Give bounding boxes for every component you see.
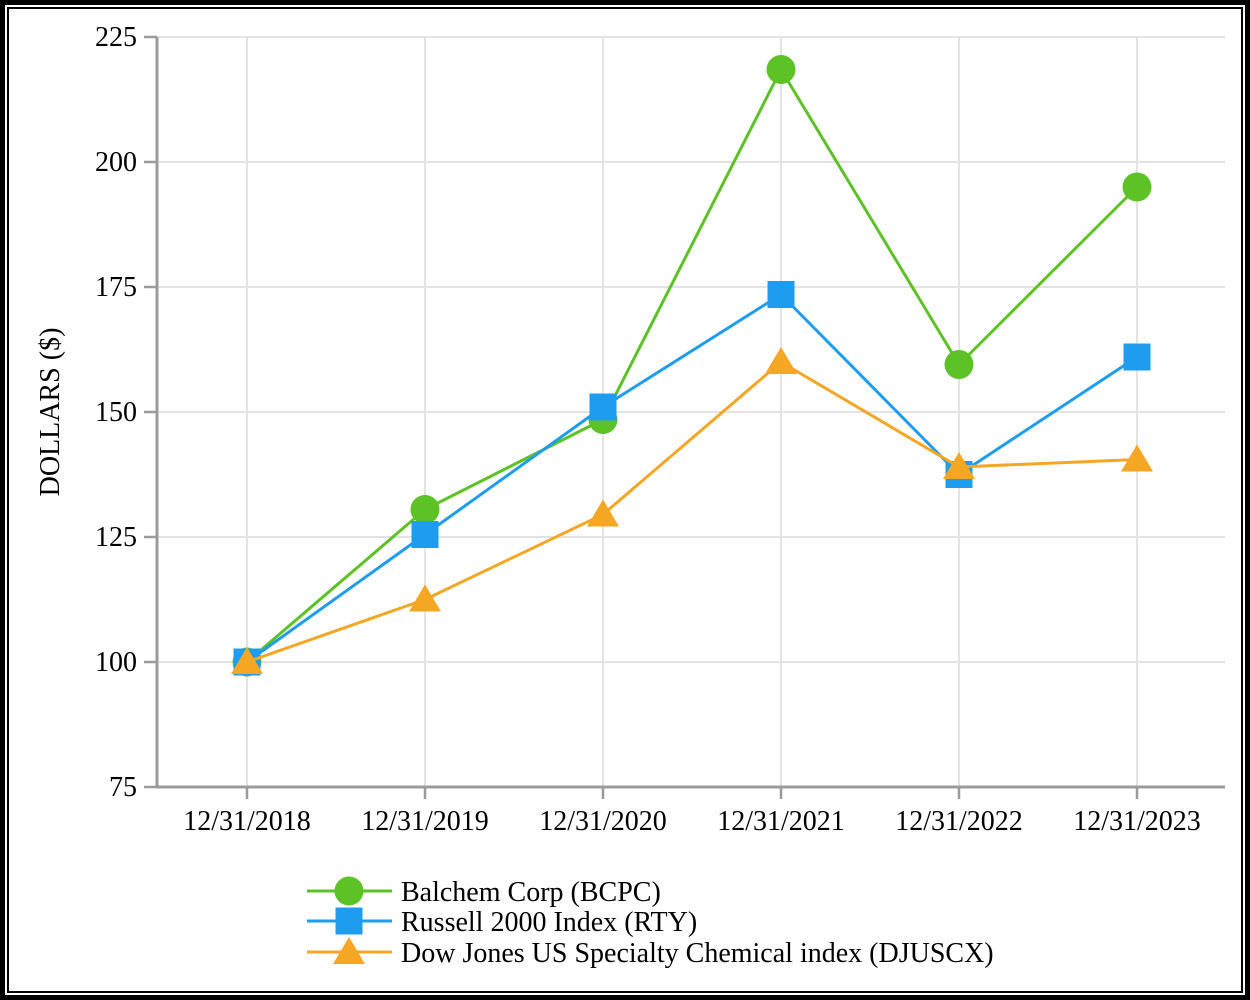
y-tick-label: 100 <box>95 647 137 678</box>
page-border: 75 100 125 150 175 200 225 12/31/2018 12/31/201… <box>7 7 1243 993</box>
circle-marker <box>334 876 364 906</box>
circle-marker <box>410 495 440 524</box>
x-tick-label: 12/31/2018 <box>183 806 311 837</box>
square-marker <box>767 281 795 308</box>
triangle-marker <box>587 499 619 527</box>
y-tick-label: 175 <box>95 272 137 303</box>
square-marker <box>589 393 617 421</box>
legend-label: Balchem Corp (BCPC) <box>401 877 661 908</box>
circle-marker <box>944 350 974 379</box>
x-tick-label: 12/31/2021 <box>717 806 845 837</box>
legend-label: Russell 2000 Index (RTY) <box>401 907 697 938</box>
legend-item: Dow Jones US Specialty Chemical index (D… <box>307 937 994 969</box>
series-line <box>246 293 1138 664</box>
y-tick-label: 125 <box>95 522 137 553</box>
legend-item: Balchem Corp (BCPC) <box>307 876 661 908</box>
x-tick-label: 12/31/2022 <box>895 806 1023 837</box>
x-tick-label: 12/31/2020 <box>539 806 667 837</box>
series-circle <box>232 55 1152 677</box>
y-axis-title: DOLLARS ($) <box>35 328 66 497</box>
y-tick-label: 150 <box>95 397 137 428</box>
data-series <box>231 55 1153 677</box>
circle-marker <box>766 55 796 84</box>
x-axis-tick-labels: 12/31/2018 12/31/2019 12/31/2020 12/31/2021… <box>183 806 1201 837</box>
square-marker <box>335 907 363 935</box>
y-tick-label: 75 <box>109 772 137 803</box>
triangle-marker <box>231 647 263 674</box>
series-line <box>246 360 1138 664</box>
axes <box>144 35 1225 799</box>
x-tick-label: 12/31/2019 <box>361 806 489 837</box>
square-marker <box>1123 343 1151 371</box>
triangle-marker <box>333 937 365 964</box>
series-line <box>246 68 1139 664</box>
legend-item: Russell 2000 Index (RTY) <box>307 907 697 938</box>
triangle-marker <box>765 347 797 374</box>
triangle-marker <box>409 584 441 612</box>
y-tick-label: 225 <box>95 22 137 53</box>
y-axis-tick-labels: 75 100 125 150 175 200 225 <box>95 22 137 803</box>
x-tick-label: 12/31/2023 <box>1073 806 1201 837</box>
square-marker <box>411 521 439 548</box>
gridlines <box>157 36 1225 787</box>
circle-marker <box>1122 172 1152 202</box>
y-tick-label: 200 <box>95 147 137 178</box>
legend: Balchem Corp (BCPC)Russell 2000 Index (R… <box>307 876 994 969</box>
triangle-marker <box>943 452 975 479</box>
triangle-marker <box>1121 444 1153 472</box>
series-triangle <box>231 347 1153 674</box>
series-square <box>233 281 1151 676</box>
legend-label: Dow Jones US Specialty Chemical index (D… <box>401 938 994 969</box>
